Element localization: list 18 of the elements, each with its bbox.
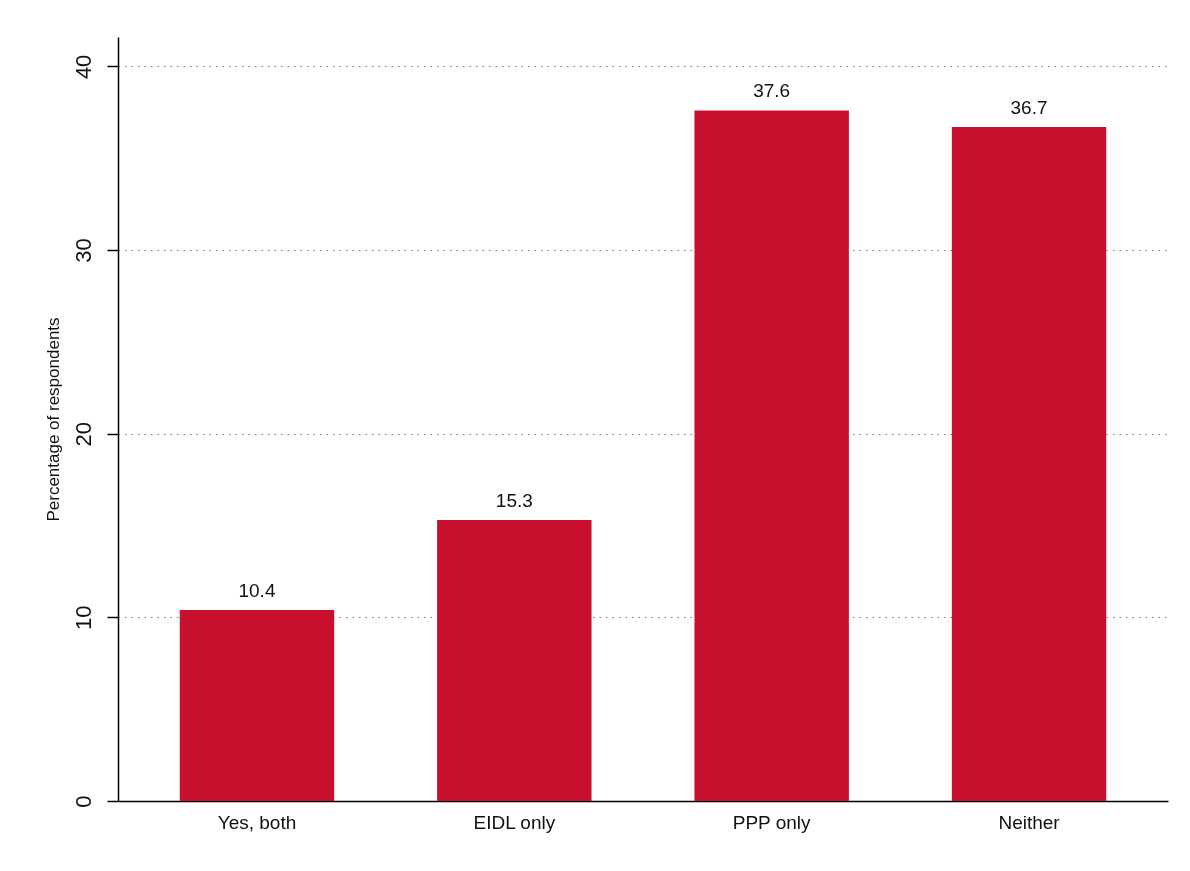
y-tick-label: 20 (70, 421, 96, 447)
y-tick-label: 10 (70, 605, 96, 631)
bar (951, 126, 1107, 801)
data-label: 37.6 (753, 80, 791, 102)
bar (179, 610, 335, 801)
x-tick-label: PPP only (732, 811, 812, 833)
x-tick-label: EIDL only (473, 811, 556, 833)
y-tick-label: 0 (70, 795, 96, 808)
y-tick-label: 40 (70, 54, 96, 80)
bar (437, 520, 592, 801)
data-label: 10.4 (238, 580, 276, 601)
x-tick-label: Yes, both (217, 811, 297, 833)
data-label: 15.3 (495, 490, 533, 512)
x-tick-label: Neither (998, 811, 1061, 833)
bar (694, 110, 849, 801)
y-axis-title: Percentage of respondents (43, 317, 63, 522)
y-tick-label: 30 (70, 238, 96, 263)
data-label: 36.7 (1010, 96, 1048, 118)
